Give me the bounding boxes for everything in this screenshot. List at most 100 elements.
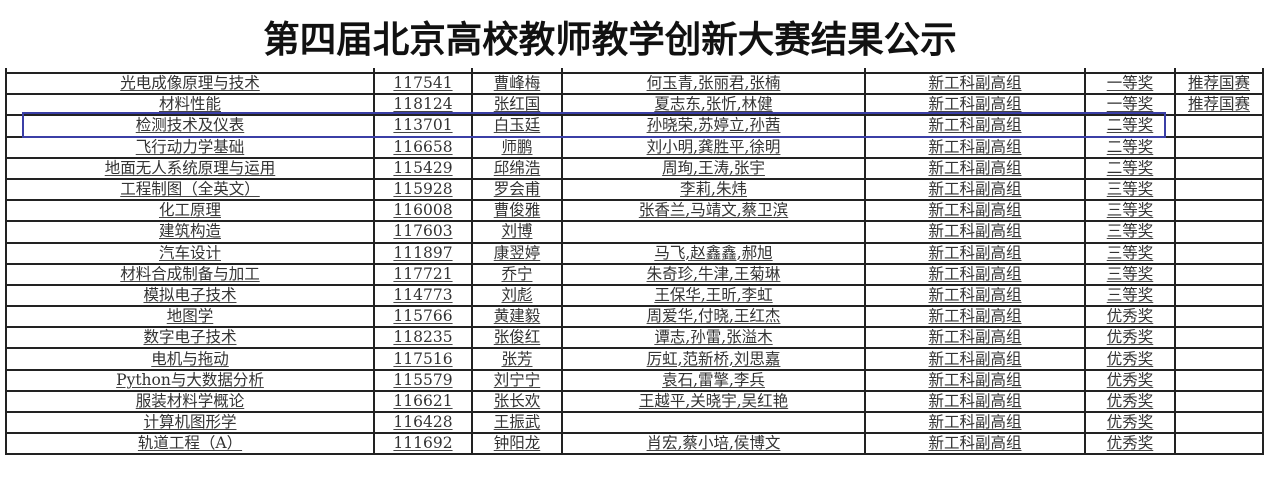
group-cell: 新工科副高组 xyxy=(864,156,1086,180)
group-cell: 新工科副高组 xyxy=(864,432,1086,456)
course-name-cell: 光电成像原理与技术 xyxy=(5,71,375,96)
team-members-cell: 夏志东,张忻,林健 xyxy=(561,93,866,117)
table-row: 工程制图（全英文） 115928 罗会甫 李莉,朱炜 新工科副高组 三等奖 xyxy=(5,177,1264,202)
award-cell: 优秀奖 xyxy=(1084,305,1176,329)
cell xyxy=(5,68,375,74)
course-id-cell: 117516 xyxy=(373,347,473,371)
course-name-cell: 地面无人系统原理与运用 xyxy=(5,156,375,180)
course-id-cell: 116008 xyxy=(373,199,473,223)
course-id-cell: 115579 xyxy=(373,368,473,392)
course-name-cell: 材料合成制备与加工 xyxy=(5,262,375,286)
lead-teacher-cell: 刘博 xyxy=(471,220,563,244)
recommendation-cell xyxy=(1174,283,1264,308)
team-members-cell: 袁石,雷擎,李兵 xyxy=(561,368,866,392)
course-id-cell: 115429 xyxy=(373,156,473,180)
team-members-cell: 刘小明,龚胜平,徐明 xyxy=(561,135,866,159)
recommendation-cell xyxy=(1174,156,1264,180)
recommendation-cell xyxy=(1174,241,1264,265)
lead-teacher-cell: 黄建毅 xyxy=(471,305,563,329)
team-members-cell: 马飞,赵鑫鑫,郝旭 xyxy=(561,241,866,265)
course-name-cell: 飞行动力学基础 xyxy=(5,135,375,159)
course-name-cell: 模拟电子技术 xyxy=(5,283,375,308)
course-name-cell: 建筑构造 xyxy=(5,220,375,244)
group-cell: 新工科副高组 xyxy=(864,93,1086,117)
course-id-cell: 116428 xyxy=(373,410,473,435)
course-name-cell: 服装材料学概论 xyxy=(5,389,375,414)
recommendation-cell xyxy=(1174,220,1264,244)
award-cell: 三等奖 xyxy=(1084,241,1176,265)
lead-teacher-cell: 乔宁 xyxy=(471,262,563,286)
table-row: 材料性能 118124 张红国 夏志东,张忻,林健 新工科副高组 一等奖 推荐国赛 xyxy=(5,93,1264,117)
lead-teacher-cell: 曹峰梅 xyxy=(471,71,563,96)
recommendation-cell: 推荐国赛 xyxy=(1174,71,1264,96)
recommendation-cell xyxy=(1174,114,1264,138)
recommendation-cell xyxy=(1174,389,1264,414)
recommendation-cell xyxy=(1174,410,1264,435)
table-row: 服装材料学概论 116621 张长欢 王越平,关晓宇,吴红艳 新工科副高组 优秀奖 xyxy=(5,389,1264,414)
table-row: 地面无人系统原理与运用 115429 邱绵浩 周珣,王涛,张宇 新工科副高组 二等奖 xyxy=(5,156,1264,180)
recommendation-cell xyxy=(1174,135,1264,159)
course-name-cell: 电机与拖动 xyxy=(5,347,375,371)
team-members-cell: 张香兰,马靖文,蔡卫滨 xyxy=(561,199,866,223)
lead-teacher-cell: 康翌婷 xyxy=(471,241,563,265)
cell xyxy=(1084,68,1176,74)
course-id-cell: 117541 xyxy=(373,71,473,96)
table-row-partial xyxy=(5,68,1264,74)
cell xyxy=(471,68,563,74)
recommendation-cell xyxy=(1174,326,1264,350)
group-cell: 新工科副高组 xyxy=(864,326,1086,350)
recommendation-cell xyxy=(1174,199,1264,223)
team-members-cell: 周珣,王涛,张宇 xyxy=(561,156,866,180)
team-members-cell: 李莉,朱炜 xyxy=(561,177,866,202)
group-cell: 新工科副高组 xyxy=(864,177,1086,202)
lead-teacher-cell: 曹俊雅 xyxy=(471,199,563,223)
course-name-cell: 汽车设计 xyxy=(5,241,375,265)
team-members-cell xyxy=(561,220,866,244)
table-row: 建筑构造 117603 刘博 新工科副高组 三等奖 xyxy=(5,220,1264,244)
course-id-cell: 115766 xyxy=(373,305,473,329)
page-title: 第四届北京高校教师教学创新大赛结果公示 xyxy=(263,18,957,61)
table-row: 计算机图形学 116428 王振武 新工科副高组 优秀奖 xyxy=(5,410,1264,435)
lead-teacher-cell: 钟阳龙 xyxy=(471,432,563,456)
team-members-cell xyxy=(561,410,866,435)
course-id-cell: 114773 xyxy=(373,283,473,308)
cell xyxy=(561,68,866,74)
course-id-cell: 118124 xyxy=(373,93,473,117)
group-cell: 新工科副高组 xyxy=(864,410,1086,435)
table-row: 汽车设计 111897 康翌婷 马飞,赵鑫鑫,郝旭 新工科副高组 三等奖 xyxy=(5,241,1264,265)
group-cell: 新工科副高组 xyxy=(864,305,1086,329)
lead-teacher-cell: 张芳 xyxy=(471,347,563,371)
group-cell: 新工科副高组 xyxy=(864,283,1086,308)
group-cell: 新工科副高组 xyxy=(864,368,1086,392)
lead-teacher-cell: 王振武 xyxy=(471,410,563,435)
course-name-cell: 检测技术及仪表 xyxy=(5,114,375,138)
table-row: 电机与拖动 117516 张芳 厉虹,范新桥,刘思嘉 新工科副高组 优秀奖 xyxy=(5,347,1264,371)
course-name-cell: 轨道工程（A） xyxy=(5,432,375,456)
lead-teacher-cell: 刘宁宁 xyxy=(471,368,563,392)
course-id-cell: 118235 xyxy=(373,326,473,350)
lead-teacher-cell: 白玉廷 xyxy=(471,114,563,138)
team-members-cell: 肖宏,蔡小培,侯博文 xyxy=(561,432,866,456)
award-cell: 二等奖 xyxy=(1084,156,1176,180)
course-name-cell: 材料性能 xyxy=(5,93,375,117)
course-id-cell: 113701 xyxy=(373,114,473,138)
table-row: 检测技术及仪表 113701 白玉廷 孙晓荣,苏婷立,孙茜 新工科副高组 二等奖 xyxy=(5,114,1264,138)
table-row: 地图学 115766 黄建毅 周爱华,付晓,王红杰 新工科副高组 优秀奖 xyxy=(5,305,1264,329)
group-cell: 新工科副高组 xyxy=(864,220,1086,244)
course-name-cell: 计算机图形学 xyxy=(5,410,375,435)
award-cell: 三等奖 xyxy=(1084,199,1176,223)
award-cell: 二等奖 xyxy=(1084,135,1176,159)
course-id-cell: 115928 xyxy=(373,177,473,202)
cell xyxy=(864,68,1086,74)
group-cell: 新工科副高组 xyxy=(864,71,1086,96)
recommendation-cell xyxy=(1174,177,1264,202)
group-cell: 新工科副高组 xyxy=(864,114,1086,138)
recommendation-cell xyxy=(1174,432,1264,456)
lead-teacher-cell: 邱绵浩 xyxy=(471,156,563,180)
cell xyxy=(373,68,473,74)
group-cell: 新工科副高组 xyxy=(864,347,1086,371)
cell xyxy=(1174,68,1264,74)
team-members-cell: 王保华,王昕,李虹 xyxy=(561,283,866,308)
recommendation-cell xyxy=(1174,347,1264,371)
course-id-cell: 117721 xyxy=(373,262,473,286)
